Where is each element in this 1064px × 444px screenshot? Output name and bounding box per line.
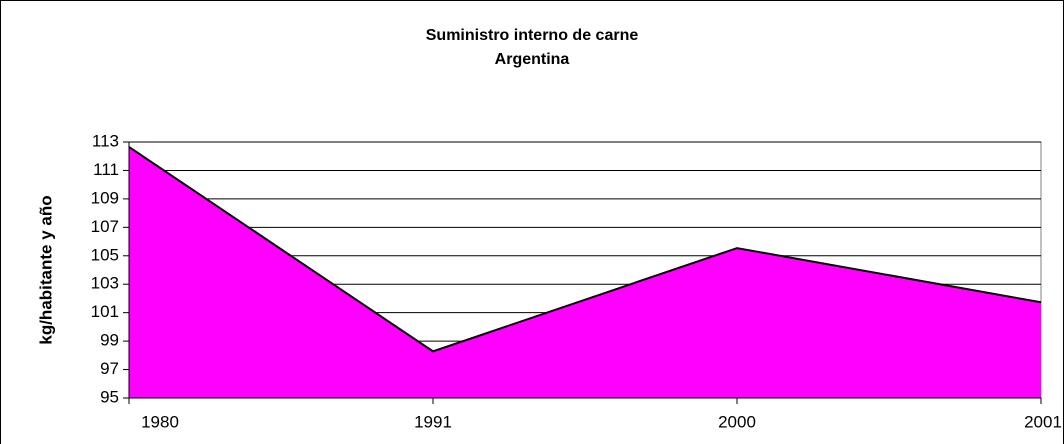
area-line	[128, 146, 1042, 353]
y-tick-label: 101	[91, 302, 119, 321]
x-tick-label: 2001	[1024, 412, 1062, 431]
x-tick-label: 1980	[141, 412, 179, 431]
y-tick-label: 95	[100, 387, 119, 406]
y-tick-label: 113	[92, 131, 119, 150]
y-tick-label: 99	[100, 331, 119, 350]
y-tick-label: 97	[100, 359, 119, 378]
area	[129, 146, 1041, 398]
x-tick-label: 1991	[414, 412, 452, 431]
y-tick-label: 111	[93, 160, 119, 179]
chart-title: Suministro interno de carne	[426, 27, 639, 44]
y-tick-label: 107	[91, 217, 119, 236]
y-tick-label: 109	[91, 188, 119, 207]
x-tick-label: 2000	[718, 412, 756, 431]
y-tick-label: 103	[91, 274, 119, 293]
chart-subtitle: Argentina	[495, 51, 570, 68]
y-tick-label: 105	[91, 245, 119, 264]
y-axis-label: kg/habitante y año	[36, 195, 55, 344]
